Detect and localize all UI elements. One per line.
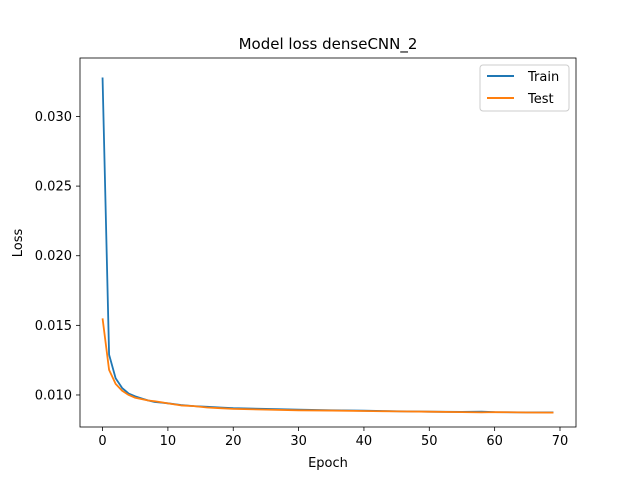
series-line-test bbox=[101, 318, 554, 414]
y-tick-label: 0.015 bbox=[35, 319, 72, 334]
x-tick-label: 30 bbox=[290, 434, 307, 449]
x-tick-label: 50 bbox=[421, 434, 438, 449]
y-tick-label: 0.030 bbox=[35, 110, 72, 125]
legend-label-train: Train bbox=[527, 70, 559, 85]
plot-area bbox=[80, 58, 576, 427]
x-tick-label: 20 bbox=[225, 434, 242, 449]
x-tick-label: 60 bbox=[486, 434, 503, 449]
y-tick-label: 0.025 bbox=[35, 180, 72, 195]
legend-label-test: Test bbox=[527, 92, 554, 107]
y-tick-label: 0.020 bbox=[35, 249, 72, 264]
x-tick-label: 70 bbox=[552, 434, 569, 449]
plot-frame bbox=[79, 57, 577, 428]
y-axis-label: Loss bbox=[11, 229, 26, 258]
x-tick-label: 0 bbox=[98, 434, 106, 449]
y-tick-label: 0.010 bbox=[35, 388, 72, 403]
x-tick-label: 40 bbox=[356, 434, 373, 449]
legend: Train Test bbox=[479, 64, 570, 112]
chart-title: Model loss denseCNN_2 bbox=[239, 35, 418, 54]
ticks-layer: 0 10 20 30 40 50 60 70 0.010 0.015 0.020 0.025 0.030 bbox=[35, 110, 568, 449]
x-axis-label: Epoch bbox=[308, 456, 348, 471]
x-tick-label: 10 bbox=[160, 434, 177, 449]
series-layer bbox=[101, 77, 554, 414]
